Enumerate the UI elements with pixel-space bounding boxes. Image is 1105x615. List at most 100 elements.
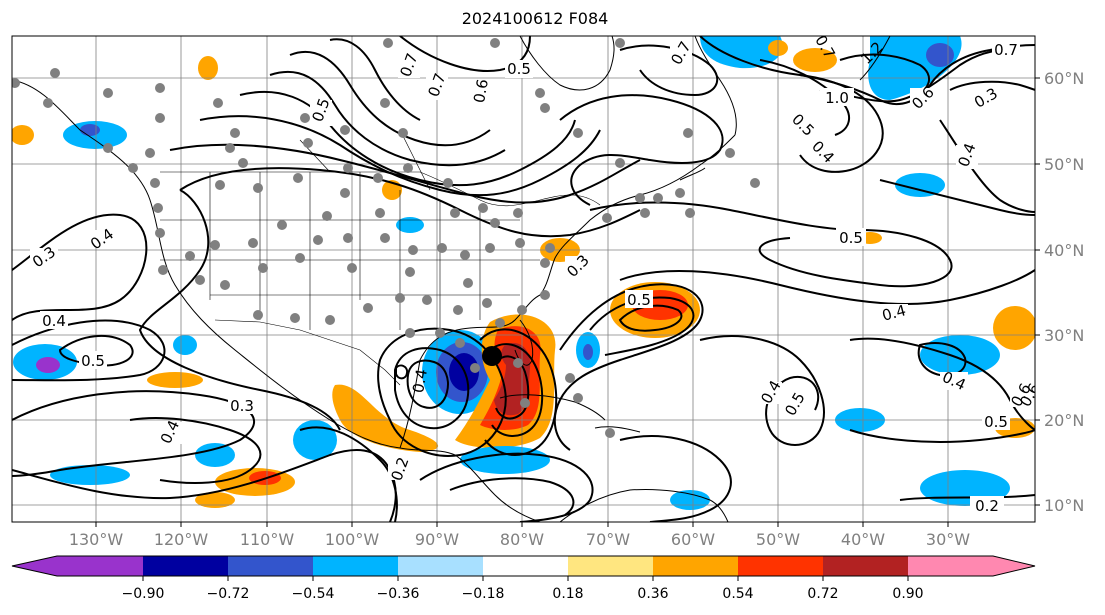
contour-label: 0.5 [984, 413, 1008, 431]
negative-anomaly-pacific-s [50, 465, 130, 485]
colorbar-tick-label: −0.90 [122, 586, 165, 602]
longitude-axis: 130°W 120°W 110°W 100°W 90°W 80°W 70°W 6… [69, 522, 970, 549]
contour-canada-1 [399, 36, 531, 72]
colorbar: −0.90 −0.72 −0.54 −0.36 −0.18 0.18 0.36 … [11, 555, 1036, 602]
lon-label-120w: 120°W [154, 530, 209, 549]
lon-label-30w: 30°W [926, 530, 970, 549]
negative-anomaly-atl-e [920, 335, 1000, 375]
lon-label-40w: 40°W [841, 530, 885, 549]
contour-us-2 [169, 143, 641, 204]
negative-anomaly-atl-mid [895, 173, 945, 197]
coastline-hispaniola [594, 426, 641, 433]
lat-label-30n: 30°N [1044, 326, 1084, 345]
contour-label: 0.4 [42, 312, 66, 330]
contour-label: 0.5 [81, 352, 105, 370]
positive-anomaly-pacific-s [195, 492, 235, 508]
contour-atl-7 [899, 494, 1035, 501]
contour-pacific-1 [12, 213, 148, 321]
positive-anomaly-eastpac [147, 372, 203, 388]
contour-storm-e-3 [495, 355, 530, 420]
coastline-west-na [12, 79, 541, 522]
contour-label: 0.5 [627, 291, 651, 309]
border-us-mexico [214, 319, 401, 386]
storm-center-marker [482, 346, 502, 366]
colorbar-tick-label: −0.18 [462, 586, 505, 602]
contour-us-5 [269, 70, 506, 167]
contour-atl-8 [619, 435, 732, 522]
lat-label-10n: 10°N [1044, 496, 1084, 515]
colorbar-outline [11, 555, 1036, 577]
contour-storm-e-1 [479, 328, 558, 456]
negative-anomaly-carib-s [670, 490, 710, 510]
colorbar-bin [228, 556, 313, 576]
coastline-greenland-tip [859, 36, 891, 81]
contour-atl-3 [699, 335, 825, 446]
contour-mexico-1 [299, 426, 398, 522]
contour-n-atl-8 [879, 179, 1035, 216]
colorbar-tick-label: −0.72 [207, 586, 250, 602]
negative-anomaly-pacific-mid [293, 420, 337, 460]
colorbar-tick-label: 0.90 [892, 586, 923, 602]
contour-label: 0.6 [470, 78, 492, 105]
lon-label-60w: 60°W [671, 530, 715, 549]
negative-anomaly-bc-core [80, 124, 100, 136]
contour-atl-ridge-2 [589, 296, 695, 356]
contour-n-atl-7 [939, 119, 1035, 213]
colorbar-tick-label: 0.54 [722, 586, 753, 602]
colorbar-tick-label: 0.72 [807, 586, 838, 602]
colorbar-bin [653, 556, 738, 576]
contour-pacific-2 [12, 319, 166, 382]
contour-label: 0.2 [975, 497, 999, 515]
negative-anomaly-pacific-c [173, 335, 197, 355]
negative-anomaly-pacific-mid2 [195, 443, 235, 467]
map-border [11, 35, 1036, 523]
colorbar-bin [57, 556, 143, 576]
latitude-axis: 60°N 50°N 40°N 30°N 20°N 10°N [1035, 69, 1084, 515]
negative-anomaly-ne [396, 217, 424, 233]
contour-label: 0.4 [409, 368, 431, 395]
contour-canada-2 [559, 94, 724, 206]
lon-label-90w: 90°W [415, 530, 459, 549]
colorbar-bin [738, 556, 823, 576]
lon-label-130w: 130°W [69, 530, 124, 549]
contour-us-3 [199, 115, 601, 197]
contour-n-atl-6 [949, 80, 1035, 91]
contour-storm-1 [394, 347, 470, 430]
contour-label: 0.5 [839, 229, 863, 247]
lat-label-50n: 50°N [1044, 155, 1084, 174]
negative-anomaly-greenland-core [926, 43, 954, 67]
lat-label-20n: 20°N [1044, 411, 1084, 430]
coastline-nova-scotia [679, 167, 706, 181]
colorbar-tick-label: 0.36 [637, 586, 668, 602]
contour-label: 0.5 [507, 60, 531, 78]
contour-label: 1.0 [825, 89, 849, 107]
lat-label-40n: 40°N [1044, 241, 1084, 260]
colorbar-bin [483, 556, 568, 576]
contour-n-atl-1 [699, 36, 884, 173]
negative-anomaly-pacific-w-core [36, 357, 60, 373]
contour-n-atl-5 [839, 53, 930, 96]
colorbar-bin [568, 556, 653, 576]
contour-label: 0.4 [880, 301, 908, 325]
lon-label-80w: 80°W [500, 530, 544, 549]
colorbar-extend-low [12, 556, 57, 576]
contour-carib-1 [419, 452, 594, 522]
positive-anomaly-pac-n [198, 56, 218, 80]
contour-atl-2 [619, 269, 1035, 306]
contour-us-4 [239, 90, 576, 187]
station-markers [12, 38, 760, 438]
coastline-labrador [694, 36, 737, 136]
positive-anomaly-bc [12, 125, 34, 145]
colorbar-bin [823, 556, 908, 576]
contour-atl-4 [849, 337, 1035, 431]
contour-us-7 [329, 38, 421, 121]
contour-pacific-6 [129, 417, 262, 484]
contour-us-6 [289, 50, 491, 147]
contour-pacific-4 [12, 390, 255, 477]
colorbar-bin [908, 556, 993, 576]
colorbar-bin [398, 556, 483, 576]
page-title: 2024100612 F084 [461, 9, 609, 28]
colorbar-bin [313, 556, 398, 576]
colorbar-tick-label: −0.54 [292, 586, 335, 602]
